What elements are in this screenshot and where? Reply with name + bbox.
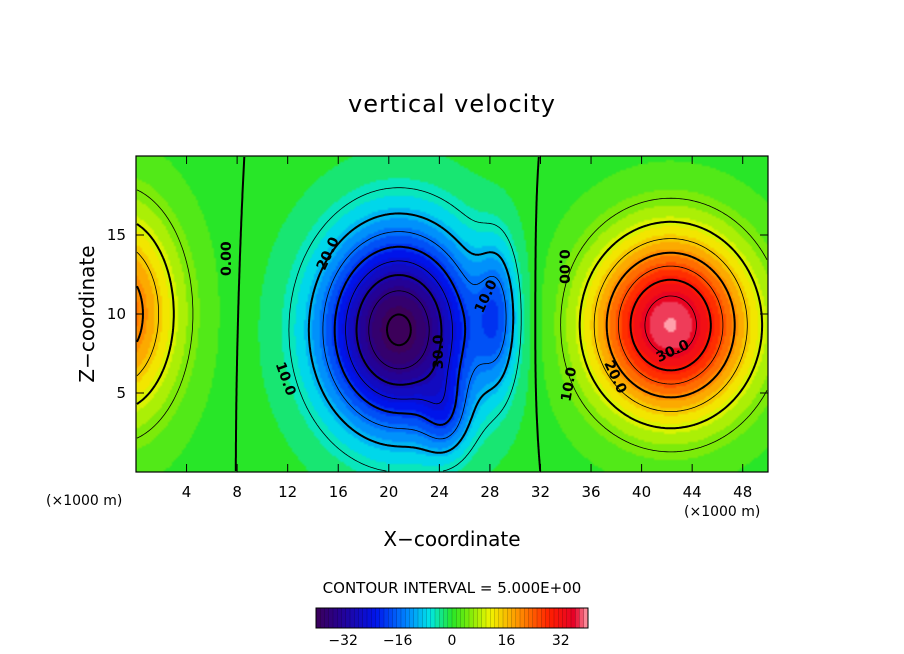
y-axis-ticks: 5 10 15 [107,226,768,402]
contour-level-25 [618,265,724,385]
x-tick-label: 44 [683,483,702,501]
contour-level-35 [644,295,697,355]
contour-level--10 [307,212,515,454]
x-tick-label: 48 [733,483,752,501]
colorbar-dividers [320,608,584,628]
chart-title: vertical velocity [348,90,556,118]
x-axis-ticks: 4 8 12 16 20 24 28 32 36 40 44 48 [182,156,752,501]
colorbar-tick-label: −32 [328,633,358,649]
contour-level-10 [136,220,764,430]
contour-level-15 [136,238,748,412]
x-tick-label: 40 [632,483,651,501]
contour-level-20 [136,251,736,399]
x-tick-label: 4 [182,483,192,501]
x-tick-label: 16 [329,483,348,501]
x-tick-label: 28 [480,483,499,501]
x-tick-label: 32 [531,483,550,501]
colorbar-frame [315,607,589,629]
colorbar [316,608,588,628]
x-axis-label: X−coordinate [383,527,520,551]
contour-level--40 [386,313,412,347]
contour-level--30 [355,274,443,386]
contour-level--5 [288,187,522,472]
colorbar-tick-label: 32 [552,633,570,649]
colorbar-tick-label: −16 [383,633,413,649]
contour-label: 0.00 [555,249,571,284]
contour-level-30 [629,278,712,372]
colorbar-tick-label: 16 [497,633,515,649]
x-axis-unit-right: (×1000 m) [684,504,760,520]
colorbar-tick-label: 0 [448,633,457,649]
y-tick-label: 10 [107,305,126,323]
y-tick-label: 15 [107,226,126,244]
contour-level-0 [234,156,542,472]
contour-level--35 [368,290,430,370]
x-axis-unit-left: (×1000 m) [46,493,122,509]
x-tick-label: 24 [430,483,449,501]
contour-lines [136,156,768,472]
x-tick-label: 36 [581,483,600,501]
contour-level--25 [345,260,453,405]
velocity-field-image [136,156,768,472]
colorbar-ticks: −32 −16 0 16 32 [328,633,569,649]
contour-interval-text: CONTOUR INTERVAL = 5.000E+00 [323,579,582,597]
x-tick-label: 20 [379,483,398,501]
y-axis-label: Z−coordinate [75,245,99,382]
y-tick-label: 5 [116,384,126,402]
contour-label: 30.0 [431,334,447,369]
x-tick-label: 12 [278,483,297,501]
contour-level--20 [333,245,467,426]
contour-label: 0.00 [219,241,235,276]
contour-label: 10.0 [558,366,580,403]
x-tick-label: 8 [232,483,242,501]
contour-level--15 [322,231,507,440]
